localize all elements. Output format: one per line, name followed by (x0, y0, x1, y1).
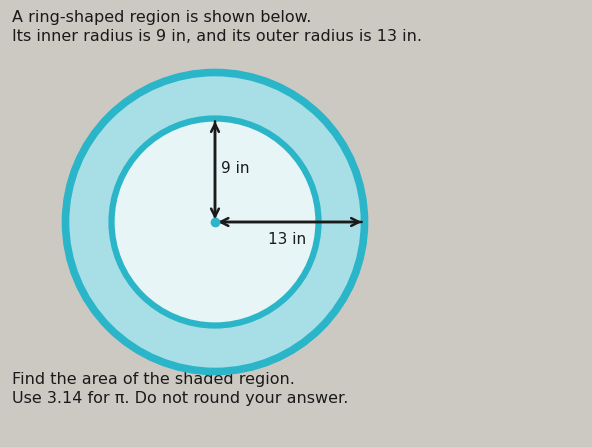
Text: Find the area of the shaded region.: Find the area of the shaded region. (12, 372, 295, 387)
Circle shape (111, 118, 318, 325)
Text: Its inner radius is 9 in, and its outer radius is 13 in.: Its inner radius is 9 in, and its outer … (12, 29, 422, 44)
Circle shape (66, 72, 365, 371)
Text: 13 in: 13 in (268, 232, 306, 247)
Text: Use 3.14 for π. Do not round your answer.: Use 3.14 for π. Do not round your answer… (12, 391, 348, 406)
Text: 9 in: 9 in (221, 160, 249, 176)
Text: A ring-shaped region is shown below.: A ring-shaped region is shown below. (12, 10, 311, 25)
